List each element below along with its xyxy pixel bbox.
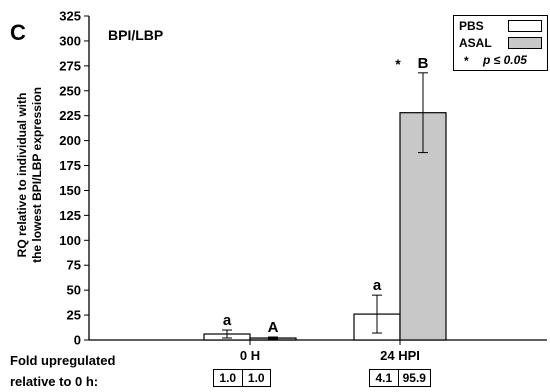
fold-label: Fold upregulated relative to 0 h: [10,350,180,392]
fold-value-24hpi-asal: 95.9 [397,370,430,386]
legend-label-pbs: PBS [459,19,484,33]
y-axis-title-line-2: the lowest BPI/LBP expression [30,87,44,263]
y-tick-label: 75 [67,258,81,273]
legend-note-text: p ≤ 0.05 [483,53,527,67]
x-tick-label: 24 HPI [380,348,420,363]
bar-group-label: a [373,277,382,294]
y-tick-label: 50 [67,283,81,298]
bar-group-label: A [268,319,279,336]
legend-swatch-asal [508,37,542,49]
fold-label-line-2: relative to 0 h: [10,374,99,389]
bar-group-label: B [418,55,429,72]
y-tick-label: 325 [59,9,81,24]
fold-value-24hpi-pbs: 4.1 [375,371,393,385]
y-tick-label: 275 [59,58,81,73]
bar-group-label: a [223,312,232,329]
y-tick-label: 175 [59,158,81,173]
y-tick-label: 150 [59,183,81,198]
x-tick-label: 0 H [240,348,260,363]
y-tick-label: 25 [67,308,81,323]
fold-value-0h-pbs: 1.0 [219,371,237,385]
y-tick-label: 300 [59,33,81,48]
legend-label-asal: ASAL [459,36,492,50]
fold-value-0h-asal: 1.0 [241,370,271,386]
y-tick-label: 250 [59,83,81,98]
legend-swatch-pbs [508,20,542,32]
significance-marker: * [395,56,401,72]
y-tick-label: 200 [59,133,81,148]
legend: PBS ASAL * p ≤ 0.05 [453,15,548,71]
panel-label: C [10,20,26,45]
y-axis-title: RQ relative to individual withthe lowest… [15,87,44,263]
legend-note-marker: * [464,54,469,68]
chart-title: BPI/LBP [108,27,163,43]
y-tick-label: 0 [74,333,81,348]
fold-box-0h: 1.0 1.0 [213,369,271,387]
y-tick-label: 100 [59,233,81,248]
y-tick-label: 125 [59,208,81,223]
fold-label-line-1: Fold upregulated [10,353,116,368]
y-tick-label: 225 [59,108,81,123]
fold-box-24hpi: 4.1 95.9 [369,369,431,387]
y-axis-title-line-1: RQ relative to individual with [15,93,29,258]
